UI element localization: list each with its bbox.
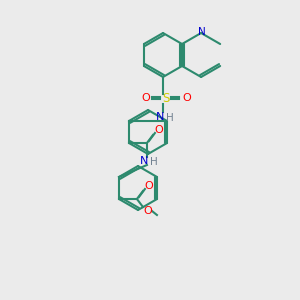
Text: O: O bbox=[144, 206, 152, 216]
Text: H: H bbox=[166, 113, 174, 123]
Text: O: O bbox=[142, 93, 150, 103]
Text: O: O bbox=[145, 181, 153, 191]
Text: N: N bbox=[140, 156, 148, 166]
Text: H: H bbox=[150, 157, 158, 167]
Text: N: N bbox=[156, 112, 164, 122]
Text: S: S bbox=[162, 92, 170, 106]
Text: O: O bbox=[183, 93, 191, 103]
Text: N: N bbox=[198, 27, 206, 37]
Text: O: O bbox=[154, 125, 163, 135]
